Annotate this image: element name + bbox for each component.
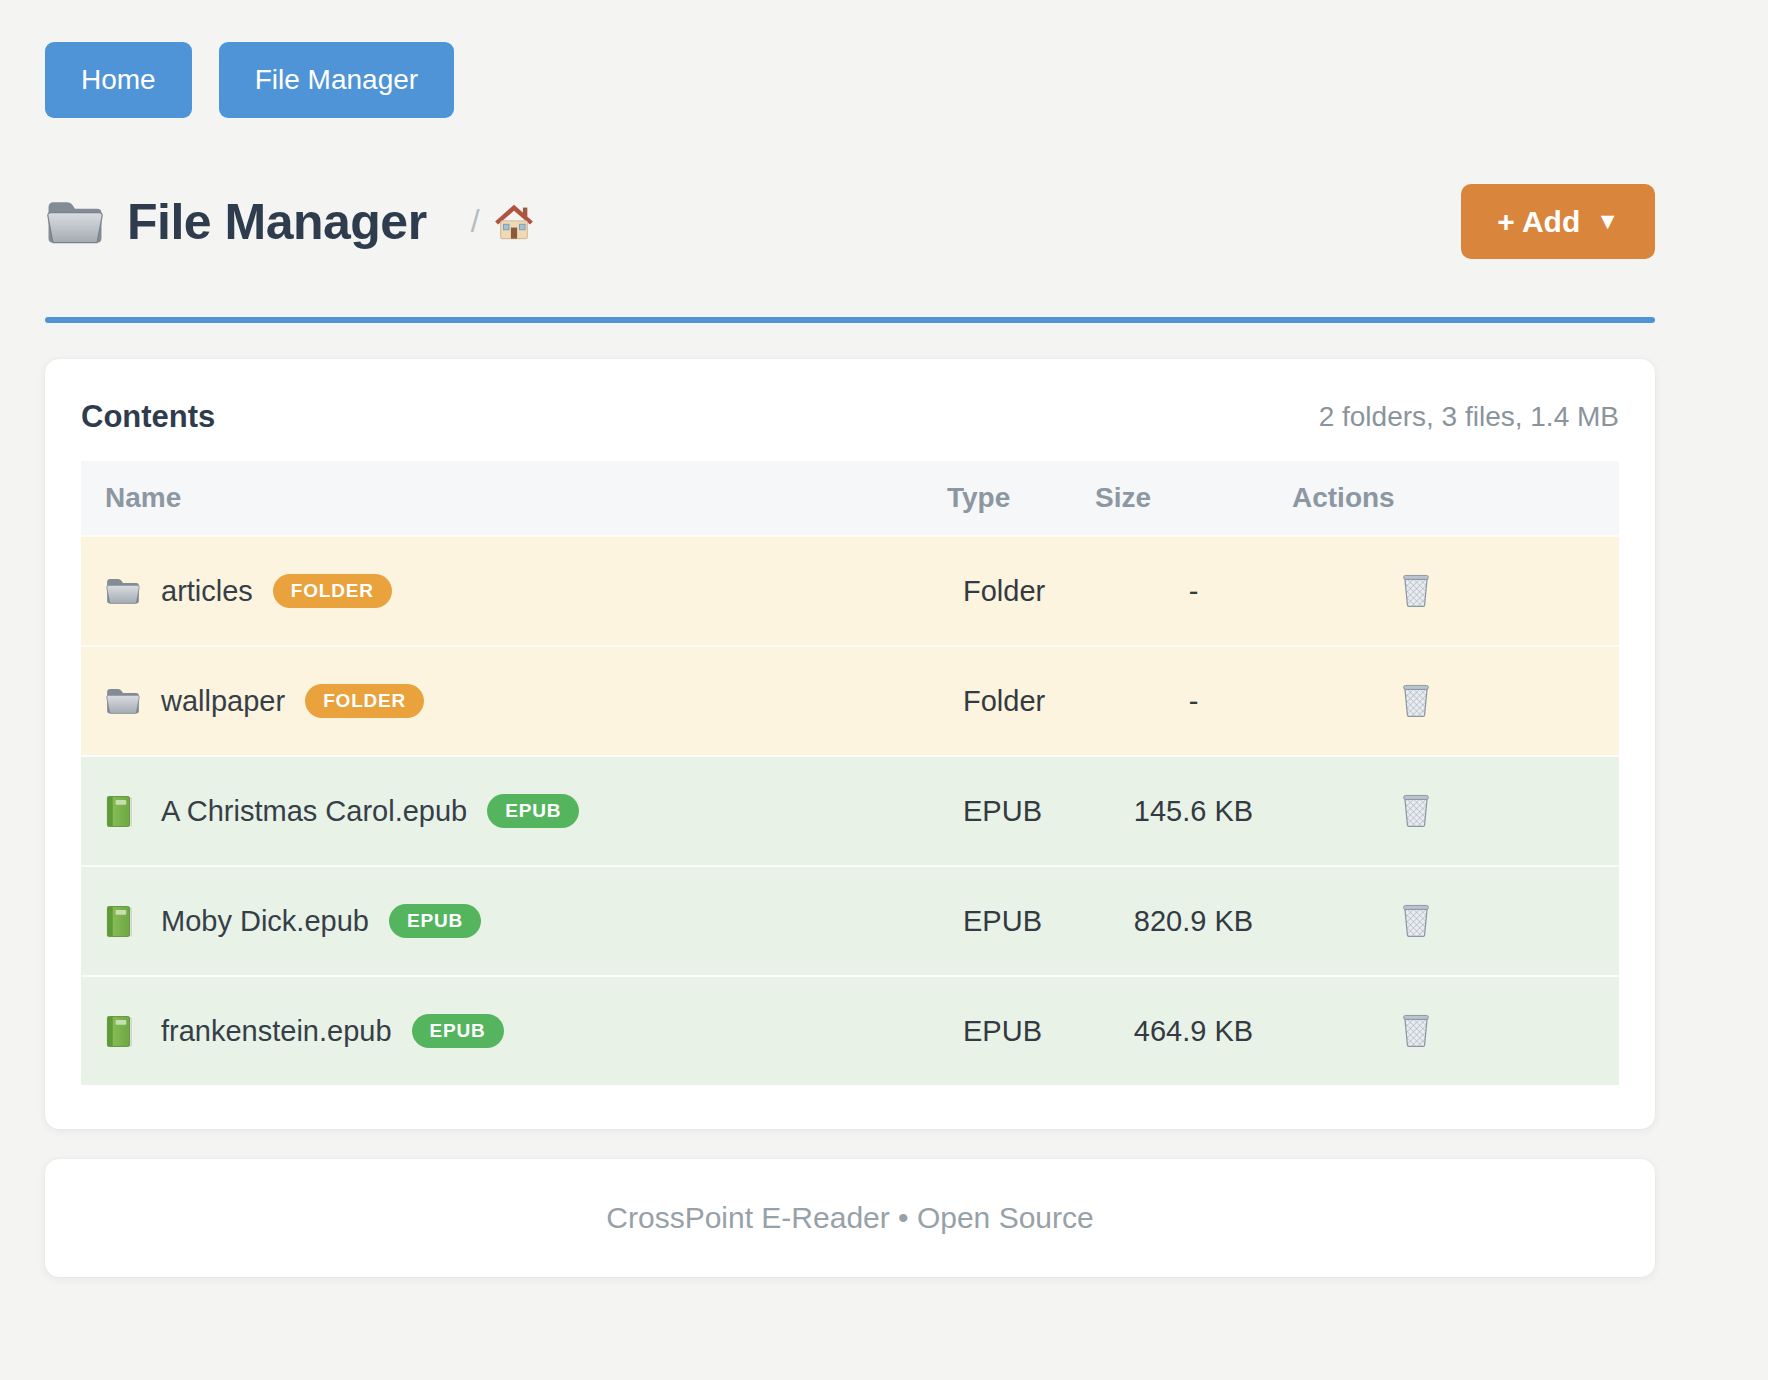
contents-heading: Contents: [81, 399, 215, 435]
table-row[interactable]: wallpaper FOLDER Folder -: [81, 645, 1619, 755]
trash-icon: [1401, 571, 1431, 609]
trash-icon: [1401, 681, 1431, 719]
green-book-icon: [105, 905, 134, 938]
folder-icon: [45, 197, 105, 247]
delete-button[interactable]: [1397, 567, 1435, 616]
file-name-link[interactable]: wallpaper: [161, 685, 285, 718]
page-title: File Manager: [127, 193, 427, 251]
add-button-label: + Add: [1497, 205, 1580, 239]
table-row[interactable]: Moby Dick.epub EPUB EPUB 820.9 KB: [81, 865, 1619, 975]
file-size: -: [1095, 575, 1292, 608]
table-row[interactable]: articles FOLDER Folder -: [81, 535, 1619, 645]
row-badge: EPUB: [389, 904, 481, 938]
column-header-size: Size: [1095, 482, 1292, 514]
file-name-link[interactable]: Moby Dick.epub: [161, 905, 369, 938]
file-size: -: [1095, 685, 1292, 718]
file-name-link[interactable]: articles: [161, 575, 253, 608]
file-size: 464.9 KB: [1095, 1015, 1292, 1048]
footer-text: CrossPoint E-Reader • Open Source: [606, 1201, 1093, 1235]
file-type: EPUB: [947, 795, 1095, 828]
row-badge: EPUB: [412, 1014, 504, 1048]
delete-button[interactable]: [1397, 677, 1435, 726]
folder-icon: [105, 686, 141, 716]
top-nav: Home File Manager: [45, 0, 1655, 118]
trash-icon: [1401, 1011, 1431, 1049]
delete-button[interactable]: [1397, 897, 1435, 946]
file-size: 820.9 KB: [1095, 905, 1292, 938]
nav-file-manager-button[interactable]: File Manager: [219, 42, 454, 118]
add-button[interactable]: + Add ▼: [1461, 184, 1655, 259]
column-header-name: Name: [81, 482, 947, 514]
row-badge: FOLDER: [273, 574, 392, 608]
trash-icon: [1401, 901, 1431, 939]
home-icon[interactable]: [494, 203, 534, 241]
file-type: EPUB: [947, 1015, 1095, 1048]
folder-icon: [105, 576, 141, 606]
nav-home-button[interactable]: Home: [45, 42, 192, 118]
title-wrap: File Manager /: [45, 193, 534, 251]
green-book-icon: [105, 795, 134, 828]
breadcrumb: /: [471, 203, 534, 241]
contents-card-header: Contents 2 folders, 3 files, 1.4 MB: [81, 399, 1619, 435]
contents-card: Contents 2 folders, 3 files, 1.4 MB Name…: [45, 359, 1655, 1129]
table-header-row: Name Type Size Actions: [81, 461, 1619, 535]
file-type: EPUB: [947, 905, 1095, 938]
row-badge: EPUB: [487, 794, 579, 828]
page-header: File Manager / + Add ▼: [45, 184, 1655, 259]
file-name-link[interactable]: A Christmas Carol.epub: [161, 795, 467, 828]
breadcrumb-separator: /: [471, 203, 480, 240]
table-body: articles FOLDER Folder -: [81, 535, 1619, 1085]
footer: CrossPoint E-Reader • Open Source: [45, 1159, 1655, 1277]
row-badge: FOLDER: [305, 684, 424, 718]
table-row[interactable]: A Christmas Carol.epub EPUB EPUB 145.6 K…: [81, 755, 1619, 865]
column-header-type: Type: [947, 482, 1095, 514]
header-divider: [45, 317, 1655, 323]
file-table: Name Type Size Actions articles: [81, 461, 1619, 1085]
trash-icon: [1401, 791, 1431, 829]
file-name-link[interactable]: frankenstein.epub: [161, 1015, 392, 1048]
file-manager-page: Home File Manager File Manager /: [45, 0, 1655, 1345]
table-row[interactable]: frankenstein.epub EPUB EPUB 464.9 KB: [81, 975, 1619, 1085]
contents-summary: 2 folders, 3 files, 1.4 MB: [1319, 401, 1619, 433]
delete-button[interactable]: [1397, 787, 1435, 836]
column-header-actions: Actions: [1292, 482, 1619, 514]
delete-button[interactable]: [1397, 1007, 1435, 1056]
file-size: 145.6 KB: [1095, 795, 1292, 828]
caret-down-icon: ▼: [1596, 208, 1619, 235]
file-type: Folder: [947, 575, 1095, 608]
file-type: Folder: [947, 685, 1095, 718]
green-book-icon: [105, 1015, 134, 1048]
